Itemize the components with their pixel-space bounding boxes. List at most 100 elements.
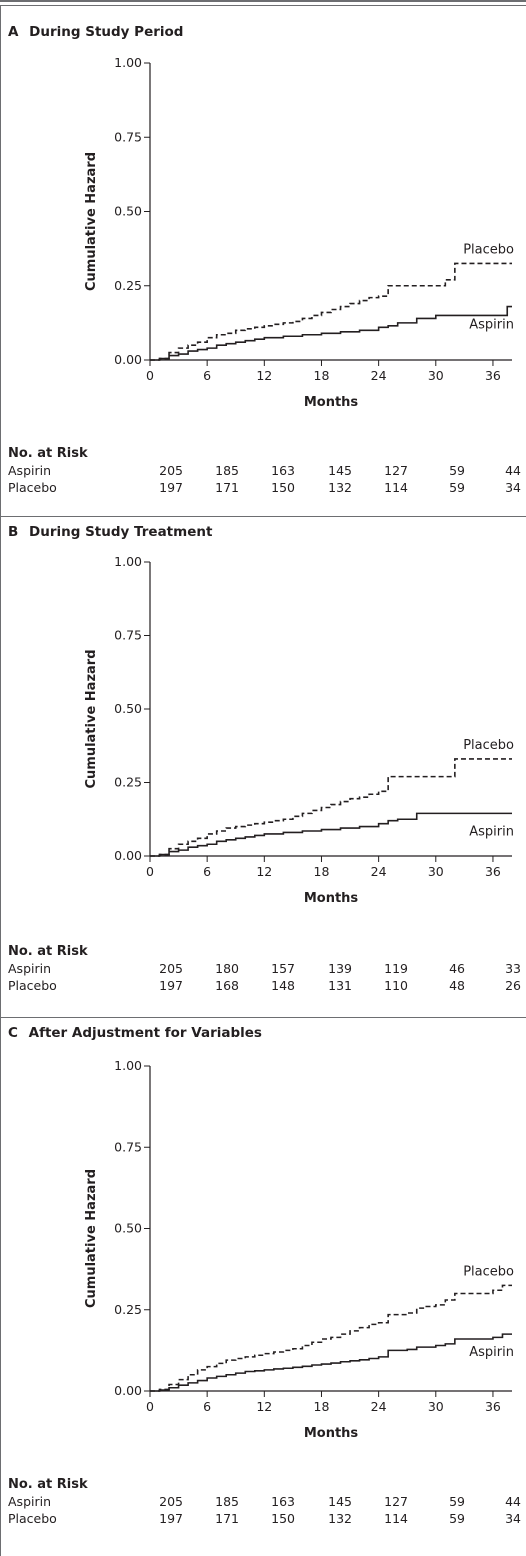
- risk-value: 205: [159, 1494, 183, 1509]
- risk-value: 197: [159, 480, 183, 495]
- placebo-series-label: Placebo: [463, 1264, 514, 1279]
- x-tick-label: 24: [371, 864, 387, 879]
- risk-row-label: Placebo: [8, 1511, 57, 1526]
- risk-row-label: Aspirin: [8, 1494, 52, 1509]
- y-tick-label: 0.75: [114, 129, 142, 144]
- panel-divider-ab: [0, 516, 526, 517]
- risk-value: 48: [449, 978, 465, 993]
- panel-divider-bc: [0, 1017, 526, 1018]
- risk-value: 46: [449, 961, 465, 976]
- risk-value: 145: [328, 1494, 352, 1509]
- risk-value: 132: [328, 1511, 352, 1526]
- y-tick-label: 0.25: [114, 775, 142, 790]
- risk-value: 110: [384, 978, 408, 993]
- risk-value: 163: [271, 1494, 295, 1509]
- risk-value: 150: [271, 1511, 295, 1526]
- risk-value: 205: [159, 961, 183, 976]
- aspirin-series-line: [150, 305, 512, 361]
- x-tick-label: 36: [485, 1399, 501, 1414]
- x-tick-label: 24: [371, 368, 387, 383]
- x-tick-label: 18: [314, 864, 330, 879]
- risk-value: 127: [384, 1494, 408, 1509]
- top-frame-line: [0, 0, 526, 2]
- panel-b-letter: B: [8, 524, 19, 540]
- panel-a-risk-row-placebo: Placebo 197 171 150 132 114 59 34: [8, 480, 521, 497]
- panel-a-chart: 0.00 0.25 0.50 0.75 1.00 0 6 12 18 24 30 36 Months Cu…: [84, 55, 514, 410]
- x-tick-label: 12: [256, 368, 272, 383]
- panel-c-risk-row-aspirin: Aspirin 205 185 163 145 127 59 44: [8, 1494, 521, 1511]
- aspirin-series-label: Aspirin: [469, 318, 514, 333]
- risk-value: 44: [505, 463, 521, 478]
- panel-a-risk-title: No. at Risk: [8, 446, 88, 461]
- x-tick-label: 30: [428, 1399, 444, 1414]
- y-tick-label: 1.00: [114, 1058, 142, 1073]
- risk-row-label: Placebo: [8, 978, 57, 993]
- panel-c-risk-table: No. at Risk Aspirin 205 185 163 145 127 …: [8, 1477, 521, 1528]
- risk-value: 44: [505, 1494, 521, 1509]
- risk-value: 114: [384, 480, 408, 495]
- y-tick-label: 0.75: [114, 1139, 142, 1154]
- y-tick-label: 1.00: [114, 55, 142, 70]
- risk-value: 163: [271, 463, 295, 478]
- y-tick-label: 0.00: [114, 352, 142, 367]
- risk-value: 114: [384, 1511, 408, 1526]
- risk-value: 139: [328, 961, 352, 976]
- risk-value: 157: [271, 961, 295, 976]
- panel-a-title-text: During Study Period: [29, 24, 184, 40]
- risk-value: 33: [505, 961, 521, 976]
- risk-value: 171: [215, 480, 239, 495]
- y-tick-label: 0.00: [114, 848, 142, 863]
- risk-value: 119: [384, 961, 408, 976]
- x-tick-label: 36: [485, 864, 501, 879]
- x-tick-label: 30: [428, 368, 444, 383]
- aspirin-series-label: Aspirin: [469, 1345, 514, 1360]
- risk-value: 26: [505, 978, 521, 993]
- x-tick-label: 6: [203, 1399, 211, 1414]
- risk-value: 34: [505, 1511, 521, 1526]
- x-tick-label: 0: [146, 864, 154, 879]
- risk-value: 145: [328, 463, 352, 478]
- risk-value: 150: [271, 480, 295, 495]
- risk-row-label: Placebo: [8, 480, 57, 495]
- x-axis-title: Months: [304, 891, 359, 906]
- risk-value: 59: [449, 1494, 465, 1509]
- panel-a-risk-table: No. at Risk Aspirin 205 185 163 145 127 …: [8, 446, 521, 497]
- x-tick-label: 6: [203, 368, 211, 383]
- placebo-series-line: [150, 758, 512, 857]
- placebo-series-label: Placebo: [463, 242, 514, 257]
- y-tick-label: 0.50: [114, 701, 142, 716]
- panel-c-title: C After Adjustment for Variables: [8, 1025, 262, 1041]
- risk-value: 59: [449, 463, 465, 478]
- x-axis-title: Months: [304, 1426, 359, 1441]
- y-axis-title: Cumulative Hazard: [84, 152, 99, 291]
- risk-value: 180: [215, 961, 239, 976]
- panel-a-title: A During Study Period: [8, 24, 183, 40]
- panel-b-title-text: During Study Treatment: [29, 524, 213, 540]
- risk-value: 132: [328, 480, 352, 495]
- placebo-series-line: [150, 1284, 512, 1392]
- x-tick-label: 0: [146, 368, 154, 383]
- x-tick-label: 12: [256, 1399, 272, 1414]
- risk-value: 185: [215, 463, 239, 478]
- panel-a-letter: A: [8, 24, 19, 40]
- risk-value: 127: [384, 463, 408, 478]
- y-tick-label: 0.50: [114, 204, 142, 219]
- x-tick-label: 12: [256, 864, 272, 879]
- y-tick-label: 0.25: [114, 278, 142, 293]
- x-axis-title: Months: [304, 395, 359, 410]
- panel-a-risk-row-aspirin: Aspirin 205 185 163 145 127 59 44: [8, 463, 521, 480]
- risk-value: 171: [215, 1511, 239, 1526]
- placebo-series-line: [150, 262, 512, 361]
- x-tick-label: 24: [371, 1399, 387, 1414]
- risk-value: 197: [159, 1511, 183, 1526]
- panel-b-title: B During Study Treatment: [8, 524, 212, 540]
- risk-value: 185: [215, 1494, 239, 1509]
- panel-c-risk-row-placebo: Placebo 197 171 150 132 114 59 34: [8, 1511, 521, 1528]
- left-frame-rule: [0, 6, 1, 1556]
- risk-value: 148: [271, 978, 295, 993]
- y-tick-label: 1.00: [114, 554, 142, 569]
- risk-value: 59: [449, 480, 465, 495]
- y-tick-label: 0.50: [114, 1221, 142, 1236]
- panel-c-risk-title: No. at Risk: [8, 1477, 88, 1492]
- y-tick-label: 0.75: [114, 628, 142, 643]
